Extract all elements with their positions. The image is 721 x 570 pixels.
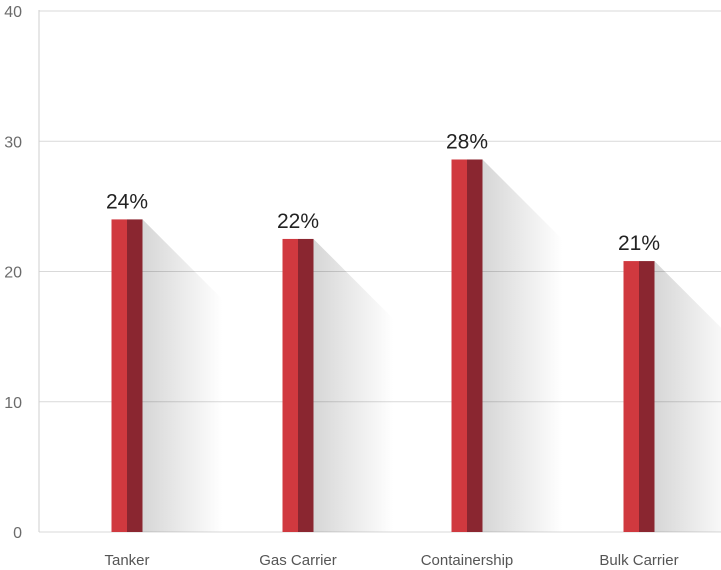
- y-tick-label: 20: [4, 265, 22, 282]
- bars: [111, 159, 655, 533]
- data-label: 24%: [106, 190, 148, 213]
- bar: [451, 159, 467, 533]
- data-label: 22%: [277, 210, 319, 233]
- data-label: 28%: [446, 130, 488, 153]
- bar-side: [127, 219, 143, 532]
- labels: 0 10 20 30 40 24% Tanker 22% Gas Carrier 28% Conta…: [4, 4, 678, 569]
- x-tick-label: Gas Carrier: [259, 552, 337, 569]
- bar-shadow: [482, 159, 563, 533]
- data-label: 21%: [618, 232, 660, 255]
- bar-shadow: [313, 238, 394, 532]
- bar: [111, 219, 127, 532]
- x-tick-label: Tanker: [104, 552, 149, 569]
- bar-side: [467, 159, 483, 533]
- bar-side: [298, 238, 314, 532]
- x-tick-label: Bulk Carrier: [599, 552, 678, 569]
- y-tick-label: 0: [13, 525, 22, 542]
- bar-shadows: [142, 159, 721, 533]
- bar: [623, 261, 639, 532]
- bar-shadow: [142, 219, 223, 532]
- y-tick-label: 40: [4, 4, 22, 21]
- bar-shadow: [654, 261, 721, 532]
- y-tick-label: 30: [4, 134, 22, 151]
- bar-side: [639, 261, 655, 532]
- y-tick-label: 10: [4, 395, 22, 412]
- bar: [282, 238, 298, 532]
- x-tick-label: Containership: [421, 552, 514, 569]
